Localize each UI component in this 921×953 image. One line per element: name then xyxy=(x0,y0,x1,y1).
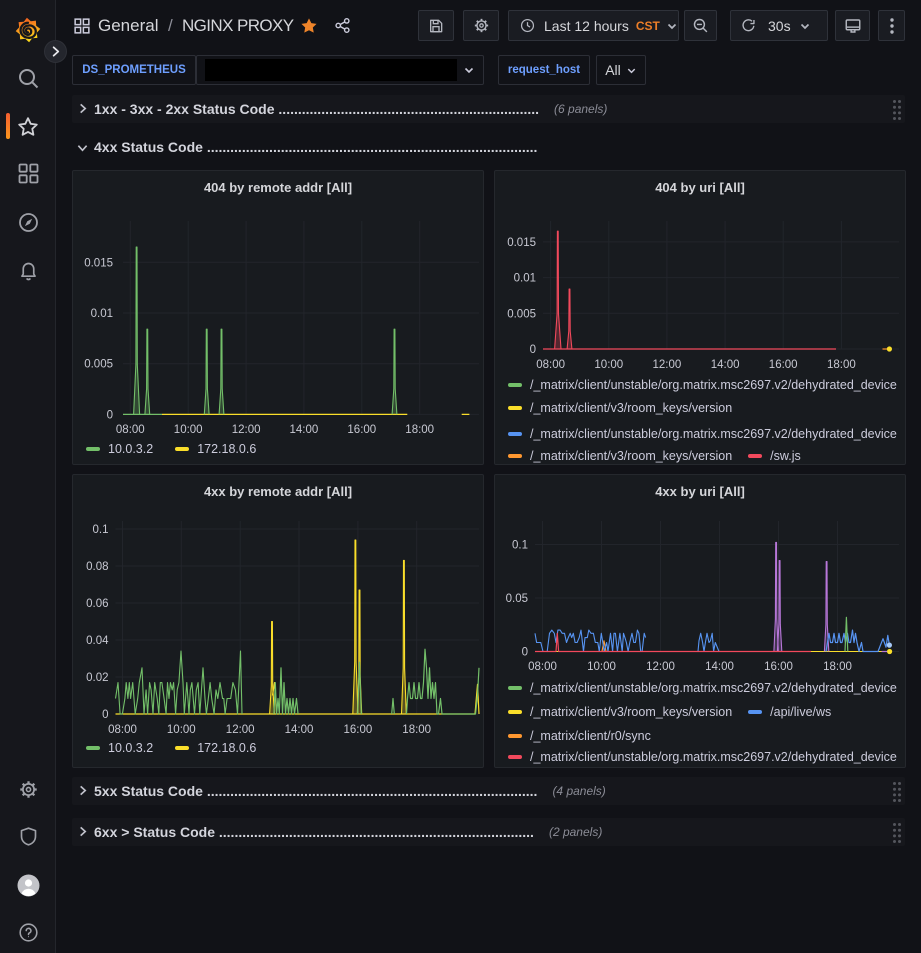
svg-text:10:00: 10:00 xyxy=(587,661,616,673)
svg-text:18:00: 18:00 xyxy=(823,661,852,673)
svg-text:12:00: 12:00 xyxy=(653,359,682,371)
svg-text:12:00: 12:00 xyxy=(226,724,255,736)
svg-text:14:00: 14:00 xyxy=(285,724,314,736)
svg-text:0: 0 xyxy=(107,409,113,421)
svg-text:10:00: 10:00 xyxy=(594,359,623,371)
svg-text:08:00: 08:00 xyxy=(108,724,137,736)
svg-text:16:00: 16:00 xyxy=(344,724,373,736)
svg-text:14:00: 14:00 xyxy=(290,424,319,436)
svg-text:0.04: 0.04 xyxy=(86,635,109,647)
svg-text:16:00: 16:00 xyxy=(347,424,376,436)
svg-text:10:00: 10:00 xyxy=(174,424,203,436)
svg-text:0: 0 xyxy=(530,344,536,356)
svg-text:12:00: 12:00 xyxy=(232,424,261,436)
svg-text:0.015: 0.015 xyxy=(84,257,113,269)
svg-text:08:00: 08:00 xyxy=(536,359,565,371)
svg-text:0.005: 0.005 xyxy=(507,308,536,320)
svg-text:16:00: 16:00 xyxy=(769,359,798,371)
svg-text:0.05: 0.05 xyxy=(506,593,528,605)
svg-text:14:00: 14:00 xyxy=(711,359,740,371)
svg-text:16:00: 16:00 xyxy=(764,661,793,673)
svg-text:18:00: 18:00 xyxy=(827,359,856,371)
svg-text:18:00: 18:00 xyxy=(402,724,431,736)
svg-text:0.1: 0.1 xyxy=(93,524,109,536)
svg-text:0.08: 0.08 xyxy=(86,561,108,573)
svg-text:0.06: 0.06 xyxy=(86,598,108,610)
svg-text:14:00: 14:00 xyxy=(705,661,734,673)
svg-text:0.1: 0.1 xyxy=(512,540,528,552)
svg-text:0.01: 0.01 xyxy=(91,308,113,320)
svg-text:0.02: 0.02 xyxy=(86,672,108,684)
svg-text:18:00: 18:00 xyxy=(405,424,434,436)
svg-text:0.005: 0.005 xyxy=(84,359,113,371)
svg-text:08:00: 08:00 xyxy=(528,661,557,673)
svg-text:0.01: 0.01 xyxy=(514,273,536,285)
svg-text:0: 0 xyxy=(522,647,528,659)
svg-text:0: 0 xyxy=(102,709,108,721)
svg-text:12:00: 12:00 xyxy=(646,661,675,673)
svg-text:0.015: 0.015 xyxy=(507,237,536,249)
svg-text:08:00: 08:00 xyxy=(116,424,145,436)
svg-text:10:00: 10:00 xyxy=(167,724,196,736)
